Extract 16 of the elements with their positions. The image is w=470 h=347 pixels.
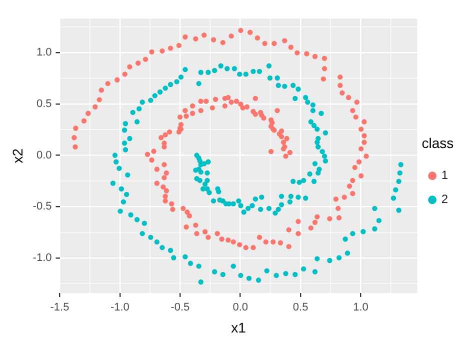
x-tick-label: -1.0 [110, 302, 130, 314]
y-tick-label: -1.0 [32, 252, 52, 264]
y-axis-title: x2 [9, 148, 26, 164]
legend-title: class [422, 134, 454, 151]
y-tick-label: 1.0 [36, 46, 52, 59]
x-axis-title: x1 [231, 319, 246, 336]
x-tick-label: -0.5 [170, 302, 190, 314]
x-tick-label: 0.0 [232, 302, 248, 314]
y-tick-label: -0.5 [32, 200, 52, 213]
x-tick-label: -1.5 [50, 302, 70, 314]
legend-label: 1 [441, 168, 448, 182]
legend-label: 2 [441, 192, 448, 206]
y-tick-label: 0.0 [36, 149, 52, 162]
x-tick-label: 0.5 [292, 302, 308, 314]
x-tick-label: 1.0 [353, 302, 368, 314]
y-tick-label: 0.5 [36, 98, 52, 110]
